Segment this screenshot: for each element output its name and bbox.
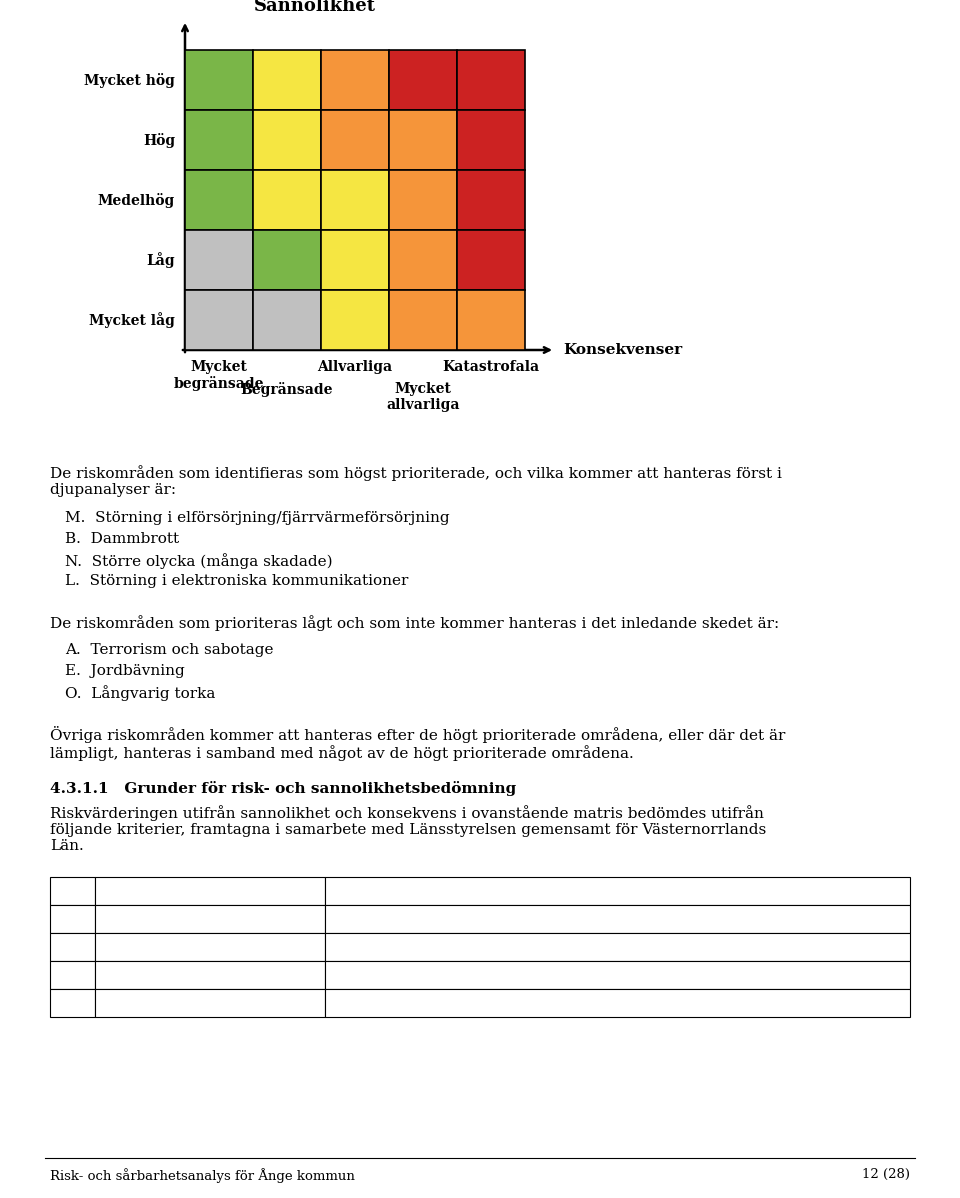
Text: Mycket
allvarliga: Mycket allvarliga — [386, 382, 460, 412]
Text: 1 gång per 1 – 10 år: 1 gång per 1 – 10 år — [331, 996, 481, 1011]
Text: De riskområden som identifieras som högst prioriterade, och vilka kommer att han: De riskområden som identifieras som högs… — [50, 465, 781, 497]
Text: 1: 1 — [56, 912, 65, 926]
Text: 2: 2 — [56, 940, 65, 954]
Text: M, I,
H: M, I, H — [407, 184, 440, 216]
Text: O.  Långvarig torka: O. Långvarig torka — [65, 685, 215, 701]
Text: Sannolikhet: Sannolikhet — [254, 0, 376, 16]
Text: B, J: B, J — [479, 313, 503, 327]
Text: Låg sannolikhet: Låg sannolikhet — [101, 939, 220, 955]
Text: Risk- och sårbarhetsanalys för Ånge kommun: Risk- och sårbarhetsanalys för Ånge komm… — [50, 1168, 355, 1182]
Text: Hög: Hög — [143, 133, 175, 147]
Text: O: O — [349, 313, 361, 327]
Text: E.  Jordbävning: E. Jordbävning — [65, 664, 184, 678]
Text: Mycket
begränsade: Mycket begränsade — [174, 361, 264, 392]
Text: Mycket låg sannolikhet: Mycket låg sannolikhet — [101, 910, 275, 927]
Text: C, N,
F, G: C, N, F, G — [338, 184, 372, 216]
Text: De riskområden som prioriteras lågt och som inte kommer hanteras i det inledande: De riskområden som prioriteras lågt och … — [50, 615, 780, 631]
Text: A: A — [418, 253, 428, 267]
Text: Mycket hög: Mycket hög — [84, 73, 175, 87]
Text: B.  Dammbrott: B. Dammbrott — [65, 532, 180, 546]
Text: Katastrofala: Katastrofala — [443, 361, 540, 374]
Text: Övriga riskområden kommer att hanteras efter de högt prioriterade områdena, elle: Övriga riskområden kommer att hanteras e… — [50, 726, 785, 762]
Text: Sannolikhet: Sannolikhet — [101, 884, 190, 898]
Text: Konsekvenser: Konsekvenser — [563, 343, 683, 357]
Text: 1 gång per 50 - 100 år: 1 gång per 50 - 100 år — [331, 939, 497, 955]
Text: M.  Störning i elförsörjning/fjärrvärmeförsörjning: M. Störning i elförsörjning/fjärrvärmefö… — [65, 512, 449, 525]
Text: K, L: K, L — [341, 133, 370, 147]
Text: Medelhög sannolikhet: Medelhög sannolikhet — [101, 968, 266, 982]
Text: A.  Terrorism och sabotage: A. Terrorism och sabotage — [65, 643, 274, 657]
Text: 4: 4 — [56, 996, 65, 1010]
Text: Nivå: Nivå — [56, 884, 90, 898]
Text: Låg: Låg — [146, 252, 175, 268]
Text: Medelhög: Medelhög — [98, 193, 175, 207]
Text: Begränsade: Begränsade — [241, 382, 333, 397]
Text: 4.3.1.1   Grunder för risk- och sannolikhetsbedömning: 4.3.1.1 Grunder för risk- och sannolikhe… — [50, 781, 516, 795]
Text: D: D — [349, 253, 361, 267]
Text: Mycket låg: Mycket låg — [89, 311, 175, 328]
Text: N.  Större olycka (många skadade): N. Större olycka (många skadade) — [65, 553, 332, 569]
Text: Hög sannolikhet: Hög sannolikhet — [101, 996, 223, 1010]
Text: 1 gång per 100 - 1000 år: 1 gång per 100 - 1000 år — [331, 910, 516, 927]
Text: 3: 3 — [56, 968, 65, 982]
Text: Frekvens: Frekvens — [331, 884, 399, 898]
Text: Allvarliga: Allvarliga — [318, 361, 393, 374]
Text: L.  Störning i elektroniska kommunikationer: L. Störning i elektroniska kommunikation… — [65, 574, 408, 588]
Text: 12 (28): 12 (28) — [862, 1168, 910, 1181]
Text: Riskvärderingen utifrån sannolikhet och konsekvens i ovanstående matris bedömdes: Riskvärderingen utifrån sannolikhet och … — [50, 805, 766, 853]
Text: E: E — [418, 313, 428, 327]
Text: 1 gång per 10 – 50 år: 1 gång per 10 – 50 år — [331, 967, 490, 982]
